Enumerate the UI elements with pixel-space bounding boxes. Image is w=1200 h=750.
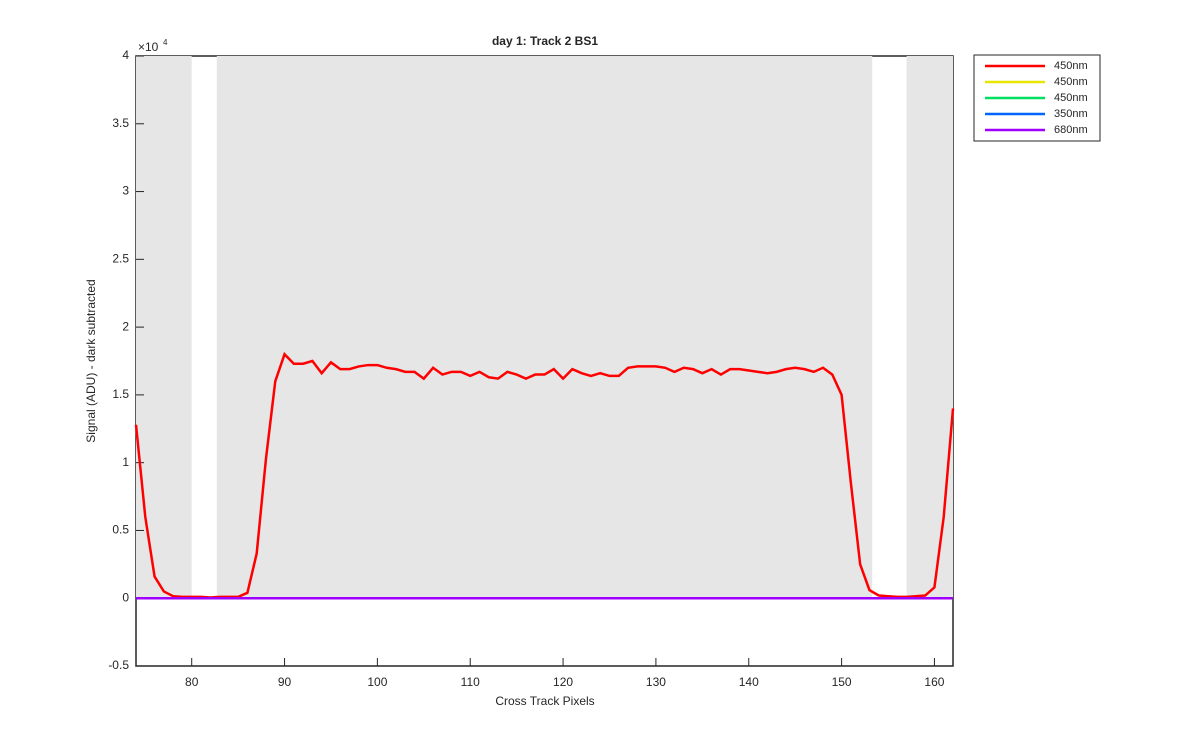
- plot-area: 80 90 100 110 120 130 140 150 160 -0.5 0 0.5 1 1.5 2 2.…: [108, 48, 1101, 689]
- x-tick-label: 160: [924, 675, 944, 689]
- y-tick-label: 4: [122, 48, 129, 62]
- y-axis-label: Signal (ADU) - dark subtracted: [84, 279, 98, 442]
- chart-title: day 1: Track 2 BS1: [492, 34, 598, 48]
- shaded-region: [906, 56, 953, 599]
- legend-label: 680nm: [1054, 124, 1088, 136]
- x-tick-label: 100: [367, 675, 387, 689]
- y-tick-label: 2.5: [112, 252, 129, 266]
- series-line: [134, 351, 955, 599]
- x-tick-label: 90: [278, 675, 292, 689]
- x-tick-label: 110: [461, 675, 480, 689]
- y-tick-label: 1: [122, 455, 129, 469]
- y-tick-label: 2: [122, 319, 129, 333]
- x-tick-label: 130: [646, 675, 666, 689]
- y-tick-label: 3: [122, 184, 129, 198]
- y-tick-label: 3.5: [112, 116, 129, 130]
- x-tick-label: 80: [185, 675, 199, 689]
- legend-label: 350nm: [1054, 108, 1088, 120]
- shaded-region: [216, 56, 873, 599]
- y-tick-label: 0: [122, 590, 129, 604]
- legend-label: 450nm: [1054, 92, 1088, 104]
- y-tick-label: 1.5: [112, 387, 129, 401]
- x-axis-label: Cross Track Pixels: [495, 694, 594, 708]
- y-tick-label: -0.5: [108, 658, 129, 672]
- y-tick-label: 0.5: [112, 523, 129, 537]
- x-tick-label: 140: [739, 675, 759, 689]
- legend-label: 450nm: [1054, 60, 1088, 72]
- x-tick-label: 120: [553, 675, 573, 689]
- legend-label: 450nm: [1054, 76, 1088, 88]
- y-multiplier: ×10: [138, 40, 159, 54]
- x-tick-label: 150: [832, 675, 852, 689]
- y-multiplier-exponent: 4: [163, 38, 168, 47]
